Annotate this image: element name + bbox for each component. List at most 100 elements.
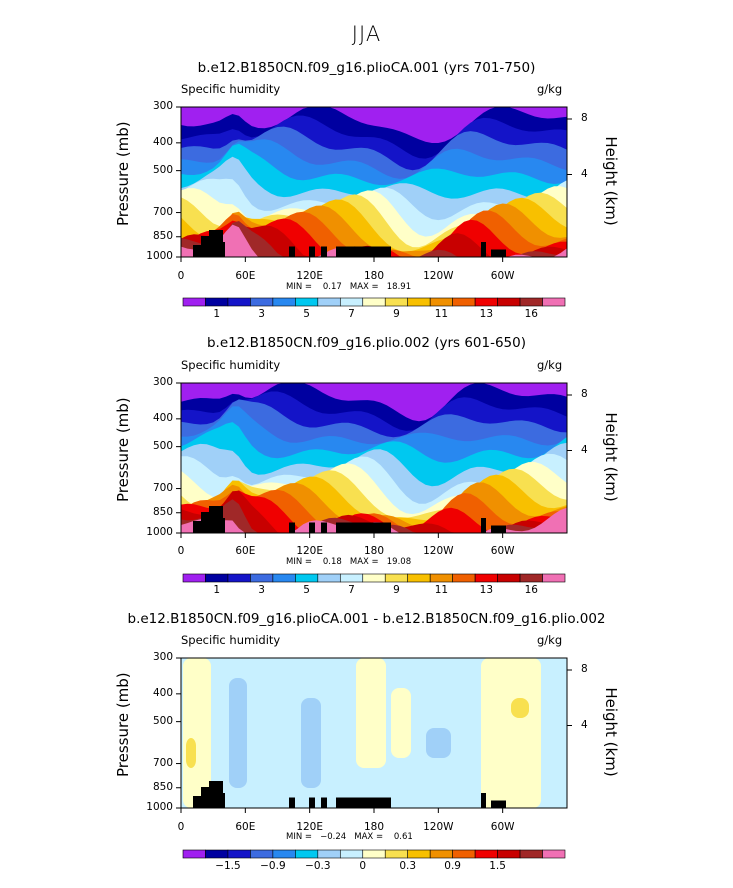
colorbar-swatch (317, 297, 341, 307)
colorbar-swatch (272, 849, 296, 859)
colorbar-swatch (272, 573, 296, 583)
topography (481, 242, 486, 257)
colorbar-label: 0 (359, 860, 367, 872)
colorbar-swatch (429, 573, 453, 583)
colorbar-label: −0.3 (305, 860, 331, 872)
contour-band (183, 658, 211, 808)
xtick-label: 120E (296, 821, 323, 833)
contour-band (301, 698, 321, 788)
contour-band (181, 223, 567, 257)
ytick-label: 700 (152, 205, 173, 218)
ytick-right-label: 4 (581, 443, 588, 456)
colorbar-swatch (339, 849, 364, 859)
min-max-stats: MIN = −0.24 MAX = 0.61 (286, 832, 413, 842)
ytick-label: 700 (152, 756, 173, 769)
ytick-label: 850 (152, 505, 173, 518)
units-label: g/kg (537, 358, 563, 372)
contour-band (426, 728, 451, 758)
colorbar-swatch (317, 849, 341, 859)
colorbar-swatch (250, 297, 274, 307)
colorbar-swatch (295, 573, 319, 583)
colorbar-swatch (362, 849, 386, 859)
colorbar-swatch (384, 849, 409, 859)
topography (336, 797, 391, 808)
colorbar-swatch (407, 573, 431, 583)
ytick-label: 400 (152, 411, 173, 424)
variable-label: Specific humidity (181, 358, 281, 372)
contour-band (186, 738, 196, 768)
colorbar-label: −1.5 (215, 860, 241, 872)
colorbar-label: 16 (524, 584, 538, 596)
xtick-label: 120W (423, 821, 454, 833)
colorbar-label: 3 (258, 308, 265, 320)
colorbar-swatch (429, 849, 453, 859)
colorbar-label: 3 (258, 584, 265, 596)
colorbar-label: 0.3 (399, 860, 417, 872)
topography (289, 797, 295, 808)
colorbar-swatch (474, 297, 498, 307)
colorbar-swatch (227, 849, 251, 859)
y-right-axis-title: Height (km) (602, 687, 620, 777)
colorbar-label: −0.9 (260, 860, 286, 872)
colorbar-label: 11 (434, 584, 449, 596)
ytick-label: 1000 (146, 526, 173, 538)
colorbar-swatch (182, 297, 206, 307)
topography (309, 246, 315, 257)
xtick-label: 0 (177, 545, 185, 557)
colorbar-swatch (542, 849, 566, 859)
ytick-label: 1000 (146, 250, 173, 262)
y-axis-title: Pressure (mb) (114, 397, 132, 502)
ytick-label: 400 (152, 686, 173, 699)
xtick-label: 120E (296, 545, 323, 557)
topography (289, 522, 295, 533)
contour-panel-1 (176, 106, 572, 307)
xtick-label: 60E (235, 821, 256, 833)
colorbar-label: 11 (434, 308, 449, 320)
topography (309, 522, 315, 533)
panel-title: b.e12.B1850CN.f09_g16.plio.002 (yrs 601-… (206, 335, 527, 351)
colorbar-swatch (182, 573, 206, 583)
colorbar-swatch (452, 573, 476, 583)
colorbar-swatch (542, 573, 566, 583)
topography (491, 249, 506, 257)
topography (217, 793, 225, 808)
ytick-label: 500 (152, 439, 173, 452)
topography (336, 246, 391, 257)
colorbar-swatch (227, 297, 251, 307)
xtick-label: 180 (363, 545, 385, 557)
colorbar-swatch (407, 849, 431, 859)
colorbar-swatch (362, 573, 386, 583)
y-right-axis-title: Height (km) (602, 136, 620, 226)
contour-panel-2 (176, 382, 572, 583)
y-right-axis-title: Height (km) (602, 412, 620, 502)
colorbar-swatch (384, 297, 409, 307)
colorbar-swatch (474, 573, 498, 583)
colorbar-swatch (497, 573, 521, 583)
min-max-stats: MIN = 0.17 MAX = 18.91 (286, 282, 412, 292)
contour-band (481, 658, 541, 808)
colorbar-label: 0.9 (444, 860, 461, 872)
colorbar-swatch (272, 297, 296, 307)
ytick-right-label: 8 (581, 663, 588, 675)
colorbar-swatch (519, 297, 543, 307)
topography (481, 793, 486, 808)
colorbar-swatch (497, 849, 521, 859)
contour-band (181, 490, 567, 533)
colorbar-swatch (519, 573, 543, 583)
variable-label: Specific humidity (181, 633, 281, 647)
colorbar-swatch (295, 849, 319, 859)
colorbar-swatch (339, 297, 364, 307)
colorbar-label: 13 (479, 308, 494, 320)
contour-band (391, 688, 411, 758)
ytick-label: 700 (152, 481, 173, 494)
colorbar-swatch (362, 297, 386, 307)
ytick-label: 500 (152, 163, 173, 176)
colorbar-label: 5 (303, 584, 310, 596)
xtick-label: 120E (296, 270, 323, 282)
units-label: g/kg (537, 82, 563, 96)
topography (336, 522, 391, 533)
panel-title: b.e12.B1850CN.f09_g16.plioCA.001 (yrs 70… (197, 60, 536, 76)
topography (217, 518, 225, 533)
xtick-label: 120W (423, 545, 454, 557)
topography (289, 246, 295, 257)
